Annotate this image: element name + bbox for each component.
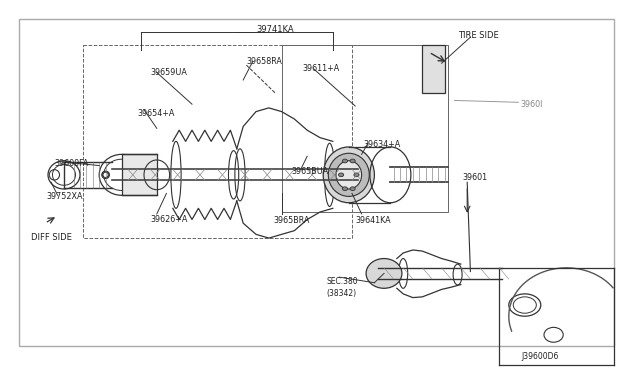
Text: 3965BUA: 3965BUA (291, 167, 328, 176)
Text: 39641KA: 39641KA (355, 216, 391, 225)
Text: 39626+A: 39626+A (150, 215, 188, 224)
Text: 39741KA: 39741KA (256, 25, 294, 34)
Text: 39600FA: 39600FA (54, 159, 89, 168)
Bar (122, 154, 157, 195)
Text: TIRE SIDE: TIRE SIDE (458, 31, 499, 39)
Ellipse shape (366, 259, 402, 288)
Text: 39611+A: 39611+A (302, 64, 339, 73)
Ellipse shape (354, 173, 359, 177)
Text: 39654+A: 39654+A (138, 109, 175, 118)
Ellipse shape (339, 173, 344, 177)
Text: 39658RA: 39658RA (246, 57, 282, 65)
Ellipse shape (350, 159, 355, 163)
Ellipse shape (336, 161, 362, 189)
Text: 3965BRA: 3965BRA (274, 216, 310, 225)
Bar (83, 45, 352, 238)
Ellipse shape (342, 159, 348, 163)
Text: DIFF SIDE: DIFF SIDE (31, 232, 72, 241)
Text: 39601: 39601 (462, 173, 487, 182)
Text: 39634+A: 39634+A (364, 140, 401, 148)
Bar (19, 19, 614, 346)
Ellipse shape (350, 187, 355, 190)
Text: (38342): (38342) (326, 289, 356, 298)
Ellipse shape (323, 147, 374, 203)
Bar (422, 45, 445, 93)
Text: 39659UA: 39659UA (150, 68, 188, 77)
Ellipse shape (102, 171, 109, 179)
Ellipse shape (328, 153, 369, 196)
Ellipse shape (342, 187, 348, 190)
Text: 39752XA: 39752XA (46, 192, 83, 201)
Bar (282, 45, 448, 212)
Text: 3960l: 3960l (520, 100, 543, 109)
Text: SEC.380: SEC.380 (326, 277, 358, 286)
Text: J39600D6: J39600D6 (522, 352, 559, 360)
Ellipse shape (103, 172, 108, 177)
